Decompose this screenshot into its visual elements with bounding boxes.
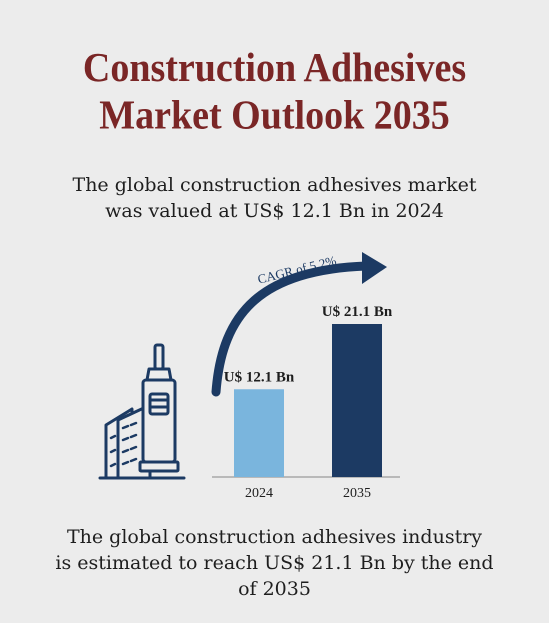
adhesive-tube-icon	[98, 343, 186, 480]
bar-group	[234, 324, 382, 477]
outro-text: The global construction adhesives indust…	[20, 524, 529, 602]
x-tick-2024: 2024	[245, 486, 273, 501]
intro-text: The global construction adhesives market…	[20, 172, 529, 224]
intro-line-1: The global construction adhesives market	[72, 174, 477, 196]
title-line-2: Market Outlook 2035	[99, 93, 450, 139]
bar-2024	[234, 389, 284, 477]
x-tick-2035: 2035	[343, 486, 371, 501]
title-line-1: Construction Adhesives	[82, 45, 467, 91]
data-label-2024: U$ 12.1 Bn	[224, 369, 295, 385]
bar-2035	[332, 324, 382, 477]
outro-line-3: of 2035	[238, 578, 311, 600]
outro-line-2: is estimated to reach US$ 21.1 Bn by the…	[55, 552, 494, 574]
growth-arrow-icon	[211, 252, 387, 397]
data-label-2035: U$ 21.1 Bn	[322, 304, 393, 320]
page-title: Construction Adhesives Market Outlook 20…	[0, 44, 549, 139]
outro-line-1: The global construction adhesives indust…	[66, 526, 483, 548]
intro-line-2: was valued at US$ 12.1 Bn in 2024	[105, 200, 444, 222]
